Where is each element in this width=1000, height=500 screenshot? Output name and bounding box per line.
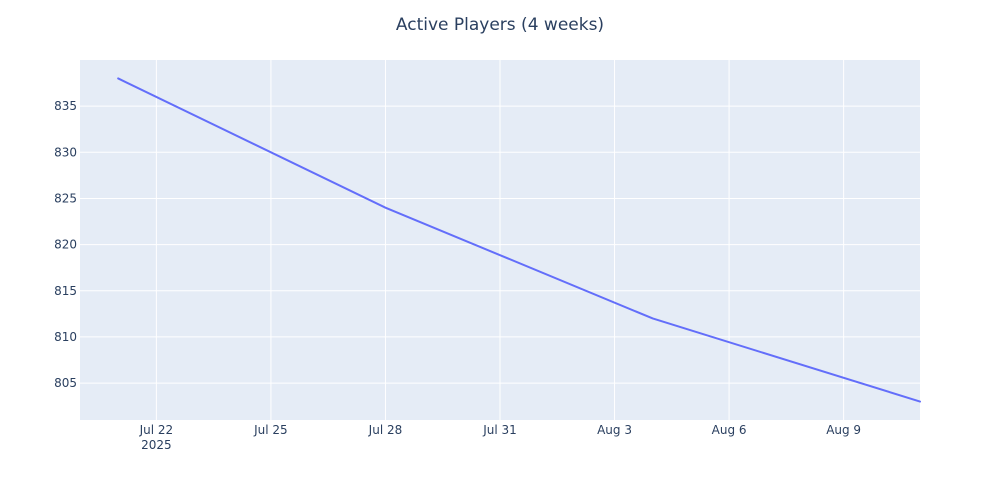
x-tick-sublabel: 2025 bbox=[141, 438, 172, 452]
grid-lines bbox=[80, 60, 920, 420]
series-line bbox=[117, 77, 921, 403]
x-tick-label: Aug 3 bbox=[597, 423, 632, 437]
series-layer bbox=[117, 77, 921, 403]
y-tick-label: 835 bbox=[54, 99, 77, 113]
chart-title: Active Players (4 weeks) bbox=[396, 15, 604, 35]
y-tick-label: 815 bbox=[54, 284, 77, 298]
x-tick-label: Jul 31 bbox=[482, 423, 517, 437]
y-tick-label: 810 bbox=[54, 330, 77, 344]
x-tick-label: Jul 22 bbox=[139, 423, 174, 437]
x-tick-label: Aug 9 bbox=[826, 423, 861, 437]
x-tick-label: Jul 28 bbox=[368, 423, 403, 437]
x-tick-label: Aug 6 bbox=[712, 423, 747, 437]
y-tick-label: 805 bbox=[54, 376, 77, 390]
y-tick-label: 825 bbox=[54, 191, 77, 205]
y-tick-label: 830 bbox=[54, 145, 77, 159]
x-tick-label: Jul 25 bbox=[253, 423, 288, 437]
y-tick-label: 820 bbox=[54, 238, 77, 252]
